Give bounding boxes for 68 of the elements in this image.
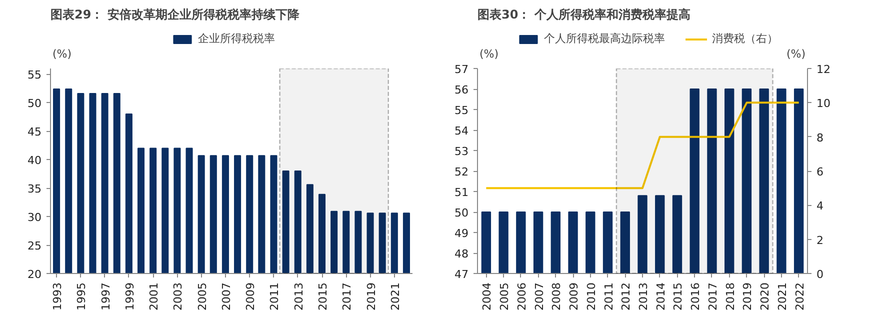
y-tick-label: 55 <box>28 68 42 82</box>
chart-title: 图表29： 安倍改革期企业所得税税率持续下降 <box>50 8 300 22</box>
y-tick-label: 30 <box>28 211 42 224</box>
x-tick-label: 2004 <box>480 282 494 310</box>
x-tick-label: 2009 <box>244 282 258 310</box>
y-tick-label: 53 <box>454 145 469 158</box>
x-tick-label: 2010 <box>584 282 598 310</box>
x-tick-label: 1993 <box>51 282 64 310</box>
y-tick-label: 40 <box>28 154 42 168</box>
x-tick-label: 2015 <box>672 282 685 310</box>
x-tick-label: 2005 <box>498 282 512 310</box>
x-tick-label: 2013 <box>292 282 306 310</box>
y2-tick-label: 12 <box>816 63 830 76</box>
x-tick-label: 2011 <box>602 282 616 310</box>
x-tick-label: 2021 <box>388 282 402 310</box>
x-tick-label: 1999 <box>123 282 136 310</box>
y2-tick-label: 4 <box>816 200 824 213</box>
y2-axis-title: (%) <box>786 48 806 60</box>
y-axis-title: (%) <box>52 48 72 60</box>
chart-title: 图表30： 个人所得税率和消费税率提高 <box>478 8 690 22</box>
legend-label: 个人所得税最高边际税率 <box>544 31 665 46</box>
legend-label: 消费税（右） <box>712 31 778 46</box>
y-tick-label: 50 <box>28 97 42 110</box>
x-tick-label: 1997 <box>99 282 112 310</box>
y-tick-label: 57 <box>454 63 469 76</box>
x-tick-label: 2017 <box>340 282 354 310</box>
x-tick-label: 2012 <box>620 282 633 310</box>
y-tick-label: 20 <box>28 268 42 281</box>
y-tick-label: 45 <box>28 126 42 139</box>
y2-tick-label: 10 <box>816 97 830 110</box>
y-tick-label: 54 <box>454 124 469 138</box>
legend-label: 企业所得税税率 <box>198 31 275 46</box>
y-axis-title: (%) <box>480 48 499 60</box>
y2-tick-label: 8 <box>816 131 824 144</box>
x-tick-label: 2016 <box>689 282 702 310</box>
x-tick-label: 2019 <box>364 282 378 310</box>
y2-tick-label: 6 <box>816 166 824 178</box>
y-tick-label: 35 <box>28 182 42 196</box>
y-tick-label: 49 <box>454 227 469 240</box>
y-tick-label: 25 <box>28 240 42 253</box>
x-tick-label: 2022 <box>793 282 806 310</box>
y2-tick-label: 2 <box>816 234 824 247</box>
x-tick-label: 2007 <box>532 282 546 310</box>
y-tick-label: 52 <box>454 166 469 178</box>
x-tick-label: 2018 <box>724 282 737 310</box>
x-tick-label: 2015 <box>316 282 330 310</box>
y-tick-label: 50 <box>454 206 469 220</box>
x-tick-label: 2017 <box>706 282 720 310</box>
x-tick-label: 2013 <box>637 282 650 310</box>
x-tick-label: 2019 <box>741 282 754 310</box>
x-tick-label: 2001 <box>148 282 161 310</box>
y2-tick-label: 0 <box>816 268 824 281</box>
x-tick-label: 2007 <box>220 282 233 310</box>
x-tick-label: 2006 <box>515 282 528 310</box>
y-tick-label: 51 <box>454 186 469 199</box>
x-tick-label: 2003 <box>172 282 185 310</box>
x-tick-label: 1995 <box>75 282 88 310</box>
x-tick-label: 2008 <box>550 282 564 310</box>
x-tick-label: 2005 <box>196 282 209 310</box>
y-tick-label: 56 <box>454 84 469 96</box>
x-tick-label: 2009 <box>568 282 581 310</box>
x-tick-label: 2021 <box>776 282 789 310</box>
y-tick-label: 48 <box>454 248 469 260</box>
x-tick-label: 2020 <box>758 282 772 310</box>
y-tick-label: 55 <box>454 104 469 117</box>
x-tick-label: 2011 <box>268 282 282 310</box>
y-tick-label: 47 <box>454 268 469 281</box>
x-tick-label: 2014 <box>654 282 668 310</box>
